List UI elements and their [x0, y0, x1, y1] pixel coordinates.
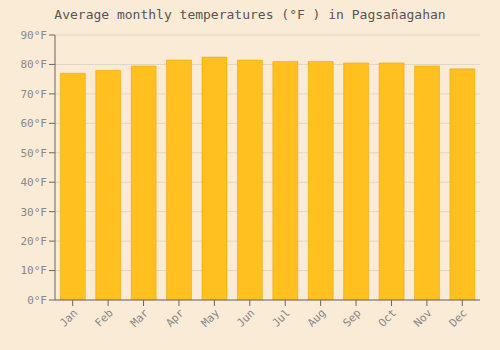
svg-text:90°F: 90°F: [21, 30, 48, 42]
svg-text:Jan: Jan: [57, 306, 80, 329]
svg-text:40°F: 40°F: [21, 176, 48, 189]
svg-text:Jul: Jul: [270, 306, 293, 329]
svg-text:Mar: Mar: [128, 306, 152, 330]
svg-text:Oct: Oct: [376, 306, 399, 329]
svg-text:Sep: Sep: [340, 306, 363, 329]
svg-text:May: May: [199, 306, 223, 330]
svg-text:Nov: Nov: [411, 306, 435, 330]
html-text:Average monthly temperatures (: Average monthly temperatures (°F ) in Pa…: [54, 7, 446, 22]
svg-text:20°F: 20°F: [21, 235, 48, 248]
svg-text:Aug: Aug: [305, 306, 328, 329]
svg-text:60°F: 60°F: [21, 117, 48, 130]
svg-text:Dec: Dec: [447, 306, 470, 329]
svg-text:0°F: 0°F: [27, 294, 47, 307]
svg-text:10°F: 10°F: [21, 264, 48, 277]
svg-text:Jun: Jun: [234, 306, 257, 329]
svg-text:Apr: Apr: [163, 306, 187, 330]
svg-text:50°F: 50°F: [21, 147, 48, 160]
svg-text:80°F: 80°F: [21, 58, 48, 71]
svg-text:30°F: 30°F: [21, 206, 48, 219]
svg-text:Feb: Feb: [93, 306, 116, 329]
svg-text:70°F: 70°F: [21, 88, 48, 101]
